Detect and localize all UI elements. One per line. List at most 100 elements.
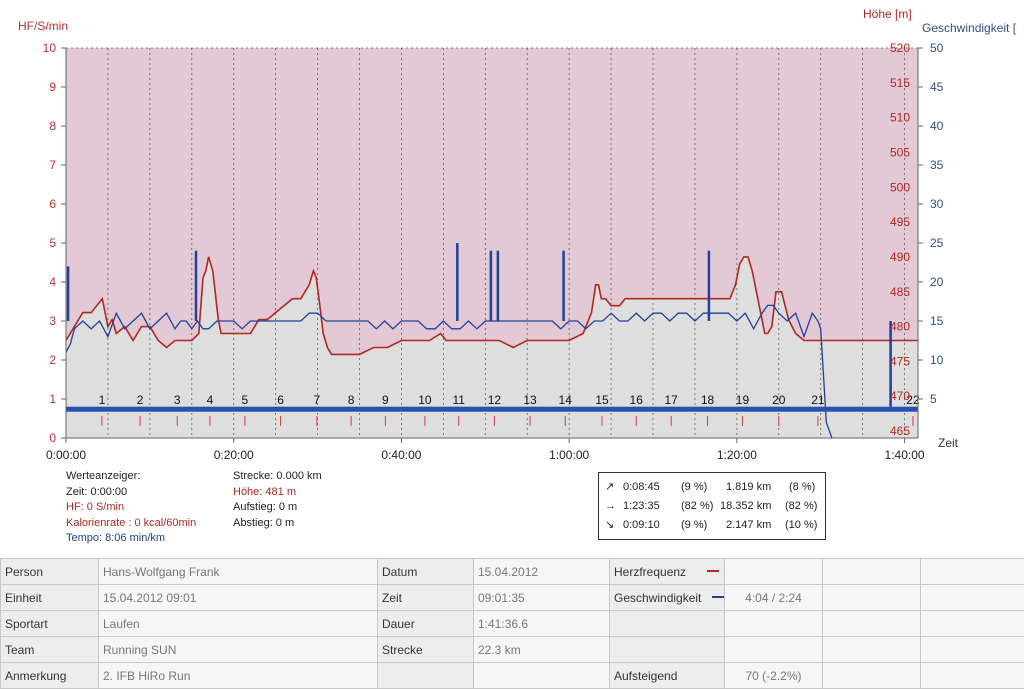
left-axis-tick-label: 5 bbox=[49, 236, 56, 250]
summary-row-uphill: ↗ 0:08:45 (9 %) 1.819 km (8 %) bbox=[599, 478, 825, 496]
empty-cell bbox=[378, 663, 474, 689]
summary-distance-percent: (8 %) bbox=[789, 478, 815, 496]
distance-bar bbox=[66, 407, 918, 412]
heart-rate-label: Herzfrequenz bbox=[614, 565, 686, 579]
empty-cell bbox=[921, 559, 1024, 585]
sport-value: Laufen bbox=[99, 611, 378, 637]
speed-tick-label: 35 bbox=[930, 158, 944, 172]
heart-rate-legend: Herzfrequenz bbox=[610, 559, 725, 585]
value-distance: Strecke: 0.000 km bbox=[233, 469, 322, 485]
empty-cell bbox=[823, 585, 921, 611]
slope-summary-box: ↗ 0:08:45 (9 %) 1.819 km (8 %) → 1:23:35… bbox=[598, 472, 826, 540]
date-label: Datum bbox=[378, 559, 474, 585]
team-value: Running SUN bbox=[99, 637, 378, 663]
elevation-tick-label: 465 bbox=[890, 424, 910, 438]
distance-label: Strecke bbox=[378, 637, 474, 663]
elevation-axis-label: Höhe [m] bbox=[863, 7, 912, 21]
summary-row-downhill: ↘ 0:09:10 (9 %) 2.147 km (10 %) bbox=[599, 516, 825, 534]
speed-tick-label: 15 bbox=[930, 314, 944, 328]
speed-tick-label: 40 bbox=[930, 119, 944, 133]
km-label: 16 bbox=[630, 393, 644, 407]
person-value: Hans-Wolfgang Frank bbox=[99, 559, 378, 585]
left-axis-tick-label: 2 bbox=[49, 353, 56, 367]
uphill-arrow-icon: ↗ bbox=[605, 478, 614, 496]
x-axis-tick-label: 1:20:00 bbox=[717, 448, 757, 462]
team-label: Team bbox=[1, 637, 99, 663]
km-label: 1 bbox=[99, 393, 106, 407]
session-value: 15.04.2012 09:01 bbox=[99, 585, 378, 611]
x-axis-tick-label: 1:00:00 bbox=[549, 448, 589, 462]
speed-tick-label: 30 bbox=[930, 197, 944, 211]
distance-value: 22.3 km bbox=[474, 637, 610, 663]
empty-cell bbox=[823, 611, 921, 637]
value-calorie-rate: Kalorienrate : 0 kcal/60min bbox=[66, 516, 196, 532]
x-axis-tick-label: 1:40:00 bbox=[885, 448, 925, 462]
km-label: 14 bbox=[559, 393, 573, 407]
km-label: 18 bbox=[701, 393, 715, 407]
speed-tick-label: 10 bbox=[930, 353, 944, 367]
empty-cell bbox=[921, 637, 1024, 663]
left-axis-tick-label: 10 bbox=[43, 41, 57, 55]
elevation-tick-label: 510 bbox=[890, 111, 910, 125]
empty-cell bbox=[725, 559, 823, 585]
empty-cell bbox=[921, 663, 1024, 689]
time-value: 09:01:35 bbox=[474, 585, 610, 611]
x-axis-tick-label: 0:00:00 bbox=[46, 448, 86, 462]
speed-value: 4:04 / 2:24 bbox=[725, 585, 823, 611]
left-axis-tick-label: 7 bbox=[49, 158, 56, 172]
elevation-tick-label: 500 bbox=[890, 180, 910, 194]
elevation-tick-label: 485 bbox=[890, 285, 910, 299]
km-label: 2 bbox=[137, 393, 144, 407]
ascending-label: Aufsteigend bbox=[610, 663, 725, 689]
summary-time-percent: (82 %) bbox=[681, 497, 713, 515]
empty-cell bbox=[725, 637, 823, 663]
km-label: 3 bbox=[174, 393, 181, 407]
km-label: 8 bbox=[348, 393, 355, 407]
value-display-title: Werteanzeiger: bbox=[66, 469, 196, 485]
details-row-sport: Sportart Laufen Dauer 1:41:36.6 bbox=[1, 611, 1024, 637]
km-label: 6 bbox=[277, 393, 284, 407]
km-label: 9 bbox=[382, 393, 389, 407]
value-display-right: Strecke: 0.000 km Höhe: 481 m Aufstieg: … bbox=[233, 469, 322, 531]
empty-cell bbox=[921, 611, 1024, 637]
elevation-tick-label: 475 bbox=[890, 354, 910, 368]
left-axis-tick-label: 3 bbox=[49, 314, 56, 328]
elevation-tick-label: 470 bbox=[890, 389, 910, 403]
empty-cell bbox=[823, 559, 921, 585]
value-heart-rate: HF: 0 S/min bbox=[66, 500, 196, 516]
left-axis-tick-label: 8 bbox=[49, 119, 56, 133]
elevation-tick-label: 505 bbox=[890, 145, 910, 159]
left-axis-tick-label: 4 bbox=[49, 275, 56, 289]
person-label: Person bbox=[1, 559, 99, 585]
empty-cell bbox=[823, 663, 921, 689]
summary-time-percent: (9 %) bbox=[681, 478, 707, 496]
left-axis-label: HF/S/min bbox=[18, 19, 68, 33]
summary-time-percent: (9 %) bbox=[681, 516, 707, 534]
km-label: 7 bbox=[314, 393, 321, 407]
duration-value: 1:41:36.6 bbox=[474, 611, 610, 637]
km-label: 21 bbox=[811, 393, 825, 407]
km-label: 10 bbox=[418, 393, 432, 407]
summary-distance: 2.147 km bbox=[726, 516, 771, 534]
details-row-note: Anmerkung 2. IFB HiRo Run Aufsteigend 70… bbox=[1, 663, 1024, 689]
speed-tick-label: 20 bbox=[930, 275, 944, 289]
summary-distance: 1.819 km bbox=[726, 478, 771, 496]
ascending-value: 70 (-2.2%) bbox=[725, 663, 823, 689]
elevation-tick-label: 495 bbox=[890, 215, 910, 229]
summary-time: 1:23:35 bbox=[623, 497, 660, 515]
speed-tick-label: 5 bbox=[930, 392, 937, 406]
speed-tick-label: 50 bbox=[930, 41, 944, 55]
value-display-left: Werteanzeiger: Zeit: 0:00:00 HF: 0 S/min… bbox=[66, 469, 196, 547]
left-axis-tick-label: 6 bbox=[49, 197, 56, 211]
speed-legend: Geschwindigkeit bbox=[610, 585, 725, 611]
speed-tick-label: 45 bbox=[930, 80, 944, 94]
km-label: 15 bbox=[595, 393, 609, 407]
speed-label: Geschwindigkeit bbox=[614, 591, 701, 605]
x-axis-tick-label: 0:40:00 bbox=[381, 448, 421, 462]
km-label: 13 bbox=[523, 393, 537, 407]
empty-cell bbox=[610, 611, 725, 637]
km-label: 19 bbox=[736, 393, 750, 407]
empty-cell bbox=[474, 663, 610, 689]
elevation-tick-label: 480 bbox=[890, 320, 910, 334]
